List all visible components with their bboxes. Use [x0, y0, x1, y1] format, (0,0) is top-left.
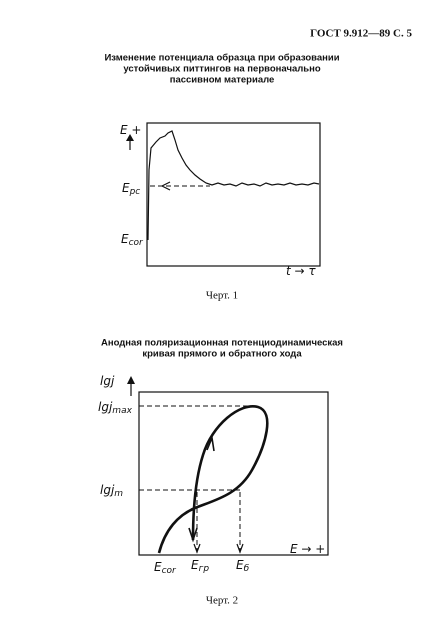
label-e-cor: Ecor: [154, 560, 177, 576]
arrow-head: [193, 543, 201, 554]
figure-caption: Черт. 1: [206, 290, 238, 302]
label-lgj-max: lgjmax: [98, 400, 133, 416]
figure-title: Изменение потенциала образца при образов…: [104, 53, 339, 64]
label-e-cor: Ecor: [121, 232, 144, 248]
plot-frame: [138, 391, 329, 556]
page-header: ГОСТ 9.912—89 С. 5: [310, 28, 412, 40]
arrow-head: [236, 543, 244, 554]
arrow-head: [206, 435, 215, 452]
axis-label: t → τ: [286, 264, 316, 278]
arrow-head: [160, 181, 171, 191]
polarization-curve: [157, 405, 269, 554]
arrow-head: [126, 134, 134, 141]
figure-title: устойчивых питтингов на первоначально: [123, 64, 321, 75]
label-lgj-m: lgjm: [100, 483, 123, 499]
plot-frame: [146, 122, 321, 267]
potential-curve: [147, 130, 320, 241]
figure-title: пассивном материале: [170, 75, 275, 86]
figure-title: Анодная поляризационная потенциодинамиче…: [101, 338, 343, 349]
axis-label: E +: [120, 123, 141, 137]
arrow-head: [188, 527, 198, 543]
figure-caption: Черт. 2: [206, 595, 238, 607]
axis-label: lgj: [100, 374, 115, 388]
label-e-gr: Eгр: [191, 558, 209, 574]
axis-label: E → +: [290, 542, 325, 556]
label-e-b: Eб: [236, 558, 250, 574]
figure-title: кривая прямого и обратного хода: [142, 349, 302, 360]
arrow-head: [127, 376, 135, 384]
label-e-pc: Epc: [122, 181, 140, 197]
